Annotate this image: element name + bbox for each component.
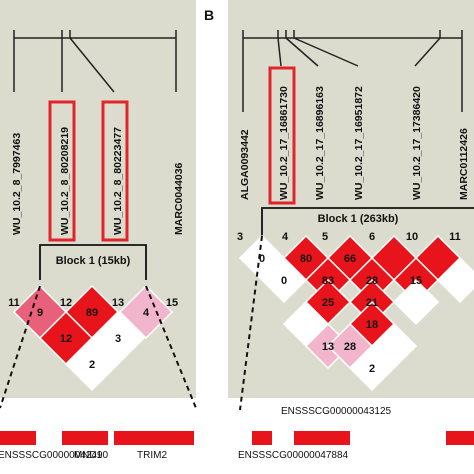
panel-a-dashed-connector <box>145 285 197 409</box>
gene-label: MND1 <box>74 450 103 461</box>
gene-bar <box>446 431 474 445</box>
panel-b-connector <box>285 37 319 67</box>
panel-b-snp-label: WU_10.2_17_16861730 <box>278 86 290 200</box>
panel-a-snp-label: WU_10.2_8_80208219 <box>59 127 71 235</box>
ld-cell-value: 18 <box>366 319 378 331</box>
panel-b-snp-index: 4 <box>282 231 289 243</box>
panel-a-block-label: Block 1 (15kb) <box>56 255 131 267</box>
gene-bar <box>0 431 36 445</box>
ld-cell-value: 25 <box>322 297 334 309</box>
ld-cell-value: 0 <box>259 253 265 265</box>
ld-cell-value: 28 <box>344 341 356 353</box>
ld-cell-value: 66 <box>344 253 356 265</box>
ld-cell-value: 9 <box>37 307 43 319</box>
ld-cell-value: 89 <box>86 307 98 319</box>
ld-cell <box>392 278 440 326</box>
panel-a: WU_10.2_8_7997463 WU_10.2_8_80208219 WU_… <box>0 30 197 409</box>
ld-cell <box>348 344 396 392</box>
ld-cell-value: 21 <box>366 297 378 309</box>
panel-a-block-outline <box>39 244 147 280</box>
ld-cell-value: 28 <box>366 275 378 287</box>
panel-a-connector <box>69 37 115 93</box>
ld-cell-value: 80 <box>300 253 312 265</box>
panel-b-highlight-box <box>268 66 296 205</box>
panel-b-snp-index: 6 <box>369 231 375 243</box>
panel-b-snp-index: 11 <box>449 231 461 243</box>
panel-a-dashed-connector <box>0 285 41 409</box>
ld-cell-value: 3 <box>115 333 121 345</box>
panel-b-snp-label: ALGA0093442 <box>239 129 251 200</box>
panel-b-block-label: Block 1 (263kb) <box>318 213 399 225</box>
ld-cell-value: 13 <box>322 341 334 353</box>
ld-cell-value: 2 <box>89 359 95 371</box>
panel-b-snp-index: 5 <box>322 231 328 243</box>
panel-b-ld-values: 0 80 66 0 83 28 15 25 21 13 18 28 2 <box>259 253 422 375</box>
panel-b-snp-label: MARC0112426 <box>458 128 470 200</box>
panel-b-dashed-connector <box>239 235 263 411</box>
gene-track: ENSSSCG00000042490 MND1 TRIM2 ENSSSCG000… <box>0 406 474 461</box>
panel-a-ld-cells <box>12 284 174 392</box>
panel-a-snp-label: WU_10.2_8_80223477 <box>112 127 124 235</box>
panel-b-snp-label: WU_10.2_17_16951872 <box>353 86 365 200</box>
panel-a-snp-index: 15 <box>166 297 178 309</box>
ld-cell <box>118 284 174 340</box>
panel-b: ALGA0093442 WU_10.2_17_16861730 WU_10.2_… <box>237 30 474 411</box>
panel-b-label: B <box>204 7 214 23</box>
panel-a-ld-values: 9 89 4 12 3 2 <box>37 307 150 371</box>
panel-a-highlight-box <box>48 100 76 242</box>
ld-cell <box>64 336 120 392</box>
ld-cell <box>260 256 308 304</box>
panel-b-ld-cells <box>238 234 474 392</box>
gene-label: ENSSSCG00000042490 <box>0 450 109 461</box>
ld-cell-value: 0 <box>281 275 287 287</box>
panel-gap <box>196 0 228 474</box>
panel-a-snp-label: MARC0044036 <box>173 162 185 235</box>
panel-a-highlight-box <box>101 100 129 242</box>
panel-b-snp-index: 3 <box>237 231 243 243</box>
gene-bar <box>114 431 194 445</box>
ld-cell-value: 4 <box>143 307 150 319</box>
gene-label: ENSSSCG00000043125 <box>281 406 392 417</box>
panel-a-snp-index: 11 <box>8 297 20 309</box>
gene-bar <box>252 431 272 445</box>
panel-b-connector <box>293 37 359 67</box>
panel-b-snp-index: 10 <box>406 231 418 243</box>
panel-b-snp-label: WU_10.2_17_17386420 <box>411 86 423 200</box>
gene-label: TRIM2 <box>137 450 167 461</box>
panel-a-snp-index: 13 <box>112 297 124 309</box>
gene-label: ENSSSCG00000047884 <box>238 450 349 461</box>
panel-a-snp-label: WU_10.2_8_7997463 <box>11 133 23 235</box>
ld-cell <box>436 256 474 304</box>
panel-a-snp-index: 12 <box>60 297 72 309</box>
ld-cell-value: 2 <box>369 363 375 375</box>
ld-cell-value: 12 <box>60 333 72 345</box>
panel-b-connector <box>414 37 441 67</box>
gene-bar <box>294 431 350 445</box>
panel-b-block-outline <box>261 207 474 236</box>
gene-bar <box>62 431 108 445</box>
ld-cell-value: 83 <box>322 275 334 287</box>
panel-b-connector <box>277 37 282 67</box>
panel-b-snp-label: WU_10.2_17_16896163 <box>314 86 326 200</box>
ld-cell-value: 15 <box>410 275 422 287</box>
ld-cell <box>282 300 330 348</box>
